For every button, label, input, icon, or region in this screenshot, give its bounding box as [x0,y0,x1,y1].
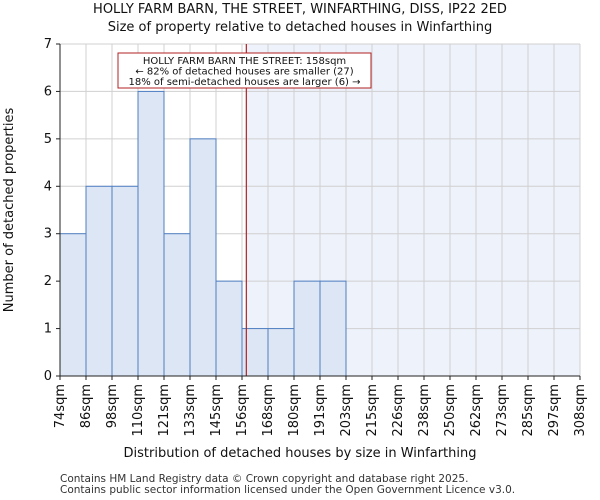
footer-line-1: Contains HM Land Registry data © Crown c… [60,473,469,485]
x-tick-label: 110sqm [131,384,146,437]
x-tick-label: 86sqm [79,384,94,428]
x-tick-label: 98sqm [105,384,120,428]
bar-74sqm [59,233,87,377]
x-tick-label: 74sqm [53,384,68,428]
x-tick-label: 262sqm [469,384,484,437]
y-tick-label: 4 [44,179,52,194]
annotation-line-3: 18% of semi-detached houses are larger (… [128,77,360,88]
y-tick-label: 0 [44,369,52,384]
x-tick-label: 121sqm [157,384,172,437]
annotation-box [117,52,372,89]
bar-180sqm [293,280,321,377]
x-tick-label: 215sqm [365,384,380,437]
annotation-line-1: HOLLY FARM BARN THE STREET: 158sqm [143,56,346,67]
y-tick-label: 2 [44,274,52,289]
x-tick-label: 250sqm [443,384,458,437]
x-tick-label: 168sqm [261,384,276,437]
y-tick-label: 6 [44,84,52,99]
x-tick-label: 133sqm [183,384,198,437]
x-tick-label: 285sqm [521,384,536,437]
bar-98sqm [111,185,139,377]
x-tick-label: 238sqm [417,384,432,437]
y-tick-label: 1 [44,322,52,337]
y-axis-label: Number of detached properties [2,108,17,313]
bar-145sqm [215,280,243,377]
bar-110sqm [137,90,165,377]
y-tick-label: 3 [44,227,52,242]
annotation-line-2: ← 82% of detached houses are smaller (27… [135,67,353,78]
x-axis-label: Distribution of detached houses by size … [124,446,477,461]
bar-191sqm [319,280,347,377]
x-tick-label: 156sqm [235,384,250,437]
chart-subtitle: Size of property relative to detached ho… [108,20,493,35]
bar-168sqm [267,328,295,377]
x-tick-label: 308sqm [573,384,588,437]
x-tick-label: 203sqm [339,384,354,437]
y-tick-label: 5 [44,132,52,147]
x-tick-label: 180sqm [287,384,302,437]
bar-133sqm [189,138,217,377]
x-tick-label: 226sqm [391,384,406,437]
footer-line-2: Contains public sector information licen… [60,484,516,496]
chart-title: HOLLY FARM BARN, THE STREET, WINFARTHING… [93,2,507,17]
plot-area: 0 1 2 3 4 5 6 7 74sqm 86sqm 98sqm 110sqm 121sqm 133sq… [44,37,588,437]
y-tick-label: 7 [44,37,52,52]
x-tick-label: 191sqm [313,384,328,437]
x-tick-label: 297sqm [547,384,562,437]
x-tick-label: 145sqm [209,384,224,437]
bar-86sqm [85,185,113,377]
x-tick-label: 273sqm [495,384,510,437]
bar-121sqm [163,233,191,377]
